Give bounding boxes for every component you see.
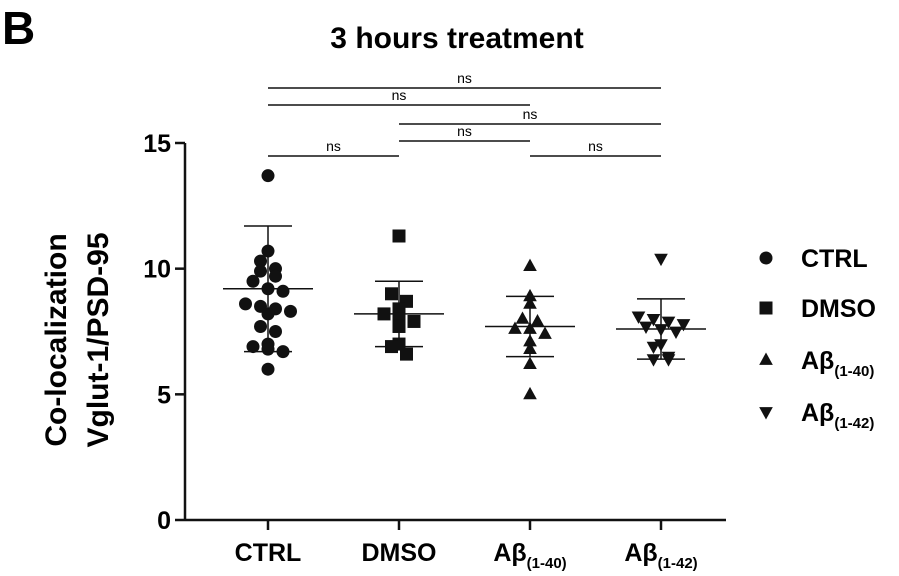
panel-label: B bbox=[2, 2, 35, 54]
data-point-3-11 bbox=[646, 354, 661, 367]
y-tick-label-0: 0 bbox=[157, 507, 171, 535]
legend-marker-2 bbox=[759, 352, 773, 365]
legend: CTRL DMSO Aβ(1-40) Aβ(1-42) bbox=[759, 245, 876, 432]
data-point-0-5 bbox=[269, 269, 282, 283]
data-point-0-19 bbox=[276, 345, 290, 359]
data-point-0-9 bbox=[239, 297, 252, 311]
data-point-3-3 bbox=[661, 316, 676, 329]
comparison-label-0: ns bbox=[457, 70, 472, 86]
group-0 bbox=[223, 169, 313, 376]
axes: 0 5 10 15 CTRL DMSO Aβ(1-40) Aβ(1-42) bbox=[143, 130, 726, 572]
comparison-label-2: ns bbox=[523, 106, 538, 122]
data-point-0-8 bbox=[276, 284, 290, 298]
y-tick-label-3: 15 bbox=[143, 130, 171, 158]
data-point-1-6 bbox=[407, 314, 421, 328]
data-point-3-9 bbox=[646, 341, 661, 355]
data-point-2-4 bbox=[530, 313, 545, 327]
legend-marker-3 bbox=[759, 407, 773, 420]
data-point-3-5 bbox=[639, 321, 653, 334]
data-point-3-7 bbox=[669, 326, 683, 339]
x-tick-label-3: Aβ(1-42) bbox=[624, 539, 697, 572]
data-point-0-13 bbox=[261, 307, 275, 321]
data-point-1-10 bbox=[400, 347, 413, 361]
chart-title: 3 hours treatment bbox=[330, 22, 583, 55]
x-tick-label-2: Aβ(1-40) bbox=[493, 539, 566, 572]
data-point-0-6 bbox=[246, 274, 260, 288]
y-axis-label-line-2: Vglut-1/PSD-95 bbox=[82, 232, 115, 447]
data-point-2-11 bbox=[523, 386, 537, 400]
data-point-2-1 bbox=[523, 288, 537, 302]
data-point-2-0 bbox=[523, 258, 537, 272]
y-axis-label-line-1: Co-localization bbox=[40, 233, 73, 446]
legend-marker-0 bbox=[759, 251, 773, 265]
group-1 bbox=[354, 229, 444, 361]
x-tick-label-0: CTRL bbox=[235, 539, 302, 567]
data-point-2-7 bbox=[538, 326, 552, 339]
data-point-1-4 bbox=[377, 307, 391, 321]
legend-label-2: Aβ(1-40) bbox=[801, 347, 874, 380]
data-point-0-17 bbox=[246, 340, 260, 354]
data-point-3-1 bbox=[631, 311, 646, 324]
group-2 bbox=[485, 258, 575, 400]
x-tick-label-1: DMSO bbox=[362, 539, 437, 567]
legend-label-1: DMSO bbox=[801, 295, 876, 323]
data-point-3-0 bbox=[654, 253, 668, 267]
data-point-3-12 bbox=[661, 354, 676, 367]
data-point-2-5 bbox=[508, 321, 522, 334]
data-point-0-20 bbox=[261, 362, 275, 376]
legend-label-0: CTRL bbox=[801, 245, 868, 273]
data-point-0-14 bbox=[254, 319, 267, 333]
legend-marker-1 bbox=[759, 301, 773, 315]
data-point-0-7 bbox=[261, 282, 275, 296]
data-point-2-2 bbox=[523, 296, 537, 309]
data-point-1-7 bbox=[392, 319, 406, 333]
data-point-1-0 bbox=[392, 229, 406, 243]
data-point-0-2 bbox=[254, 254, 267, 268]
y-tick-label-1: 5 bbox=[157, 381, 171, 409]
data-point-0-12 bbox=[284, 304, 297, 318]
data-point-0-1 bbox=[261, 244, 275, 258]
data-point-1-3 bbox=[392, 302, 406, 316]
data-point-2-6 bbox=[523, 321, 537, 334]
data-point-3-4 bbox=[676, 319, 691, 332]
data-point-2-3 bbox=[515, 311, 530, 324]
comparison-label-5: ns bbox=[588, 138, 603, 154]
data-point-3-2 bbox=[646, 314, 661, 327]
comparison-label-3: ns bbox=[457, 123, 472, 139]
data-point-0-4 bbox=[254, 264, 267, 278]
group-3 bbox=[616, 253, 706, 367]
comparison-label-1: ns bbox=[392, 87, 407, 103]
data-point-0-0 bbox=[261, 169, 275, 183]
data-point-0-18 bbox=[261, 342, 275, 356]
legend-label-3: Aβ(1-42) bbox=[801, 399, 874, 432]
data-groups bbox=[223, 169, 706, 400]
significance-brackets: ns ns ns ns ns ns bbox=[268, 70, 661, 157]
comparison-label-4: ns bbox=[326, 138, 341, 154]
data-point-2-10 bbox=[523, 356, 537, 370]
data-point-3-6 bbox=[654, 324, 668, 337]
data-point-0-15 bbox=[269, 325, 282, 338]
y-tick-label-2: 10 bbox=[143, 256, 171, 284]
data-point-2-8 bbox=[523, 334, 537, 347]
data-point-1-9 bbox=[385, 340, 398, 354]
data-point-1-1 bbox=[385, 287, 398, 301]
data-point-2-9 bbox=[523, 341, 537, 354]
